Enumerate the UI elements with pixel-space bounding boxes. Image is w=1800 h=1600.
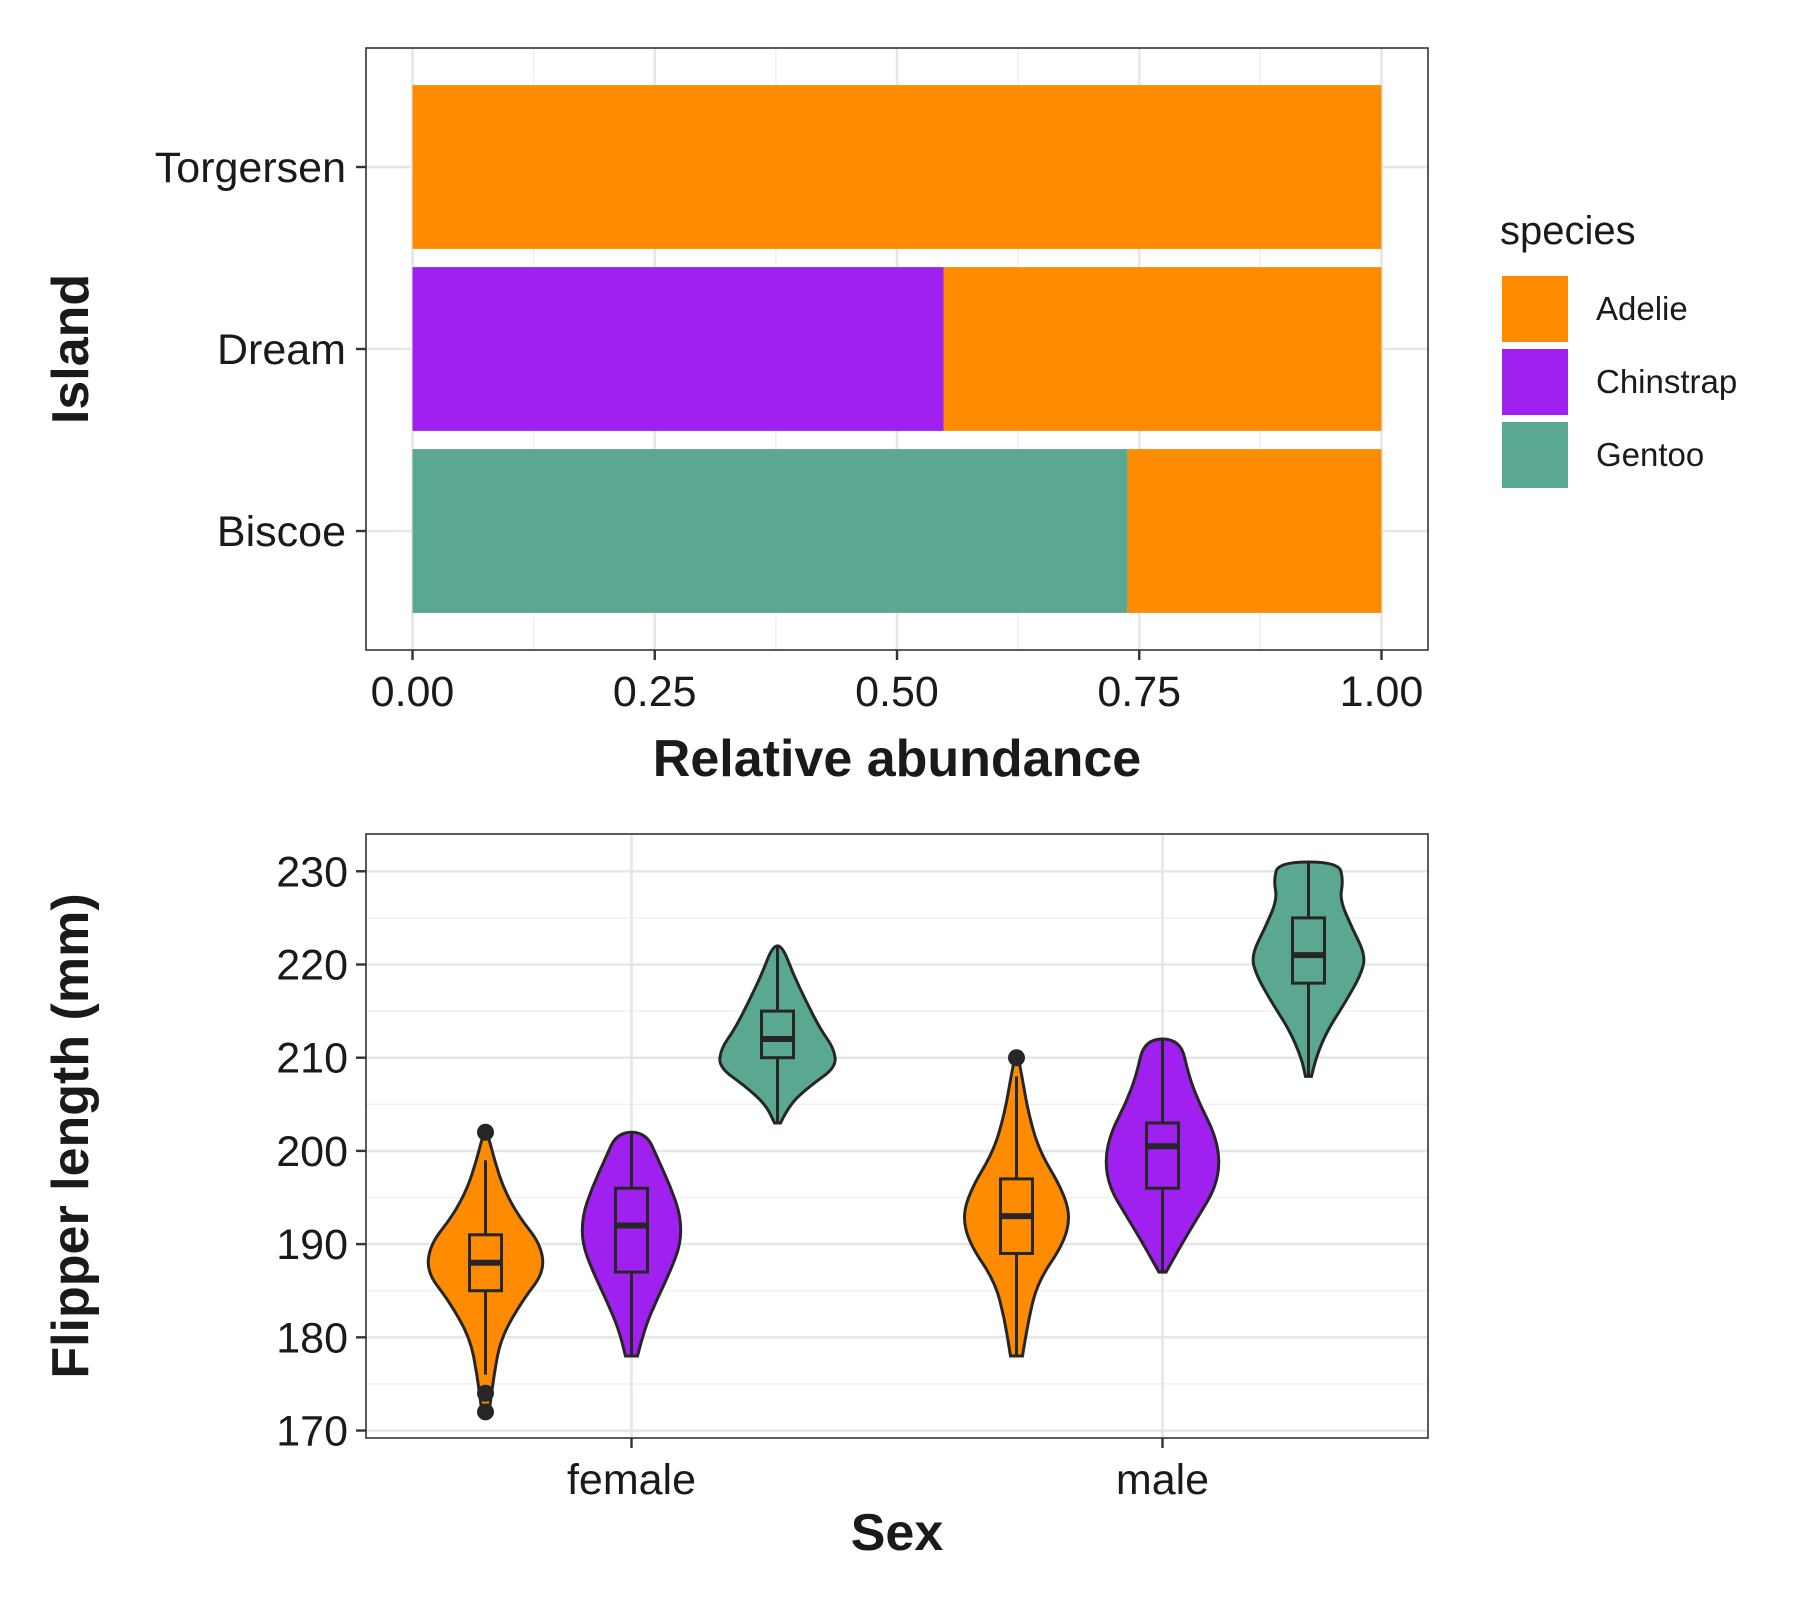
y-tick-label: 210 xyxy=(276,1035,348,1083)
bar-dream-adelie xyxy=(943,267,1382,431)
y-tick-label: 190 xyxy=(276,1221,348,1269)
legend-label-gentoo: Gentoo xyxy=(1596,436,1704,473)
bar-biscoe-adelie xyxy=(1127,449,1382,613)
x-axis-title: Relative abundance xyxy=(653,730,1141,788)
y-tick-label: 170 xyxy=(276,1408,348,1456)
bar-torgersen-adelie xyxy=(412,85,1382,249)
legend-label-adelie: Adelie xyxy=(1596,290,1688,327)
x-tick-label: female xyxy=(567,1456,696,1504)
panel-border xyxy=(365,833,1429,1439)
legend-label-chinstrap: Chinstrap xyxy=(1596,363,1737,400)
x-tick-label: 1.00 xyxy=(1340,668,1424,716)
x-tick-label: male xyxy=(1116,1456,1209,1504)
legend-key-adelie xyxy=(1502,276,1568,342)
y-tick-label: Dream xyxy=(217,326,346,374)
violin-male-chinstrap xyxy=(1104,1037,1221,1274)
violin-female-chinstrap xyxy=(580,1130,683,1358)
outlier-point-male-adelie xyxy=(1008,1049,1025,1067)
box-male-gentoo xyxy=(1291,916,1326,985)
bar-dream-chinstrap xyxy=(412,267,944,431)
abundance-chart: 0.00 0.25 0.50 0.75 1.00 Biscoe Dream Torgersen… xyxy=(42,47,1429,788)
y-axis-title: Flipper length (mm) xyxy=(42,893,100,1378)
outlier-point-female-adelie xyxy=(477,1123,494,1141)
y-tick-label: Torgersen xyxy=(155,144,346,192)
x-tick-label: 0.25 xyxy=(613,668,697,716)
y-axis-title: Island xyxy=(42,274,100,424)
species-legend: species Adelie Chinstrap Gentoo xyxy=(1500,209,1737,488)
flipper-violin-chart: 170 180 190 200 210 220 230 female male Sex Flippe… xyxy=(42,833,1429,1562)
outlier-point-female-adelie xyxy=(477,1384,494,1402)
x-axis-title: Sex xyxy=(851,1504,944,1562)
box-female-chinstrap xyxy=(614,1186,649,1274)
y-tick-label: Biscoe xyxy=(217,508,346,556)
legend-key-gentoo xyxy=(1502,422,1568,488)
x-tick-label: 0.00 xyxy=(371,668,455,716)
bar-biscoe-gentoo xyxy=(412,449,1128,613)
legend-title: species xyxy=(1500,209,1636,253)
box-female-gentoo xyxy=(760,1009,795,1060)
y-tick-label: 230 xyxy=(276,848,348,896)
outlier-point-female-adelie xyxy=(477,1403,494,1421)
y-tick-label: 200 xyxy=(276,1128,348,1176)
x-tick-label: 0.75 xyxy=(1097,668,1181,716)
y-tick-label: 180 xyxy=(276,1314,348,1362)
x-tick-label: 0.50 xyxy=(855,668,939,716)
y-tick-label: 220 xyxy=(276,941,348,989)
box-male-chinstrap xyxy=(1145,1121,1180,1190)
legend-key-chinstrap xyxy=(1502,349,1568,415)
